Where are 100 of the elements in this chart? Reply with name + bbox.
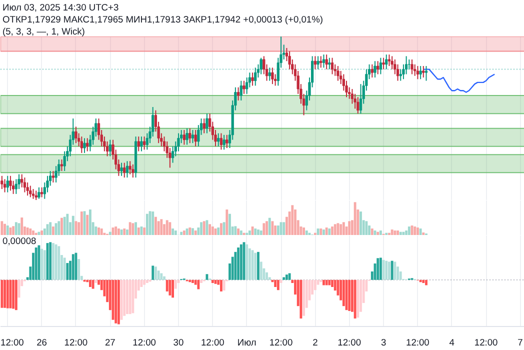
bar — [348, 280, 351, 311]
bar — [220, 223, 222, 235]
candlestick — [220, 132, 223, 150]
x-tick-label: 4 — [449, 338, 454, 348]
candlestick — [182, 129, 186, 146]
bar — [132, 280, 134, 314]
bar — [248, 248, 251, 280]
bar — [114, 280, 118, 324]
bar — [394, 262, 396, 280]
x-tick-label: 12:00 — [0, 338, 24, 348]
candlestick — [350, 88, 354, 104]
bar — [172, 280, 174, 298]
bar — [88, 280, 92, 287]
candlestick — [399, 68, 402, 82]
candlestick — [359, 84, 362, 114]
x-tick-label: 2 — [312, 338, 318, 348]
candlestick — [419, 66, 422, 80]
bar — [314, 280, 316, 290]
candlestick — [410, 58, 414, 75]
bar — [160, 219, 163, 235]
bar — [266, 221, 268, 235]
bar — [38, 232, 40, 235]
bar — [274, 280, 277, 287]
bar — [172, 228, 174, 235]
bar — [26, 228, 29, 235]
bar — [6, 280, 9, 308]
candlestick — [288, 50, 291, 70]
bar — [12, 280, 15, 309]
candlestick — [322, 54, 326, 68]
bar — [143, 228, 146, 235]
candlestick — [240, 80, 242, 101]
candlestick — [242, 80, 246, 94]
bar — [282, 222, 286, 235]
bar — [208, 224, 212, 235]
bar — [194, 280, 197, 285]
x-tick-label: 12:00 — [474, 338, 498, 348]
bar — [320, 280, 322, 282]
bar — [58, 246, 60, 280]
bar — [322, 280, 325, 286]
candlestick — [106, 140, 109, 157]
bar — [194, 230, 197, 235]
bar — [370, 228, 374, 235]
bar — [325, 228, 328, 235]
bar — [354, 280, 356, 319]
bar — [257, 252, 260, 280]
x-tick-label: 12:00 — [406, 338, 430, 348]
bar — [52, 226, 54, 235]
x-tick-label: 12:00 — [338, 338, 362, 348]
bar — [285, 274, 288, 280]
bar — [80, 212, 83, 235]
bar — [20, 218, 24, 235]
bar — [291, 205, 294, 235]
bar — [152, 212, 154, 235]
bar — [419, 280, 422, 282]
bar — [143, 280, 146, 285]
bar — [234, 226, 237, 235]
candlestick — [29, 185, 32, 198]
bar — [320, 228, 322, 235]
candlestick — [254, 67, 257, 86]
candlestick — [0, 175, 4, 190]
candlestick — [271, 67, 274, 85]
bar — [376, 232, 380, 235]
candlestick — [414, 64, 416, 76]
bar — [226, 210, 228, 235]
candlestick — [382, 57, 385, 70]
x-tick-label: 12:00 — [269, 338, 293, 348]
candlestick — [177, 132, 180, 152]
bar — [376, 258, 380, 280]
candlestick — [3, 178, 6, 193]
candlestick — [251, 72, 254, 86]
bar — [137, 228, 140, 235]
bar — [134, 222, 137, 235]
bar — [72, 216, 74, 235]
bar — [197, 280, 200, 290]
bar — [0, 221, 4, 235]
bar — [188, 280, 192, 282]
bar — [126, 280, 128, 314]
candlestick — [123, 162, 126, 178]
bar — [334, 224, 336, 235]
bar — [132, 223, 134, 235]
bar — [414, 226, 416, 235]
bar — [6, 226, 9, 235]
candlestick — [424, 66, 428, 82]
candlestick — [222, 134, 226, 150]
x-tick-label: 3 — [380, 338, 386, 348]
bar — [123, 280, 126, 316]
bar — [174, 230, 177, 235]
x-tick-label: 27 — [104, 338, 116, 348]
bar — [394, 230, 396, 235]
bar — [154, 266, 157, 280]
bar — [182, 230, 186, 235]
x-tick-label: Июл — [237, 338, 256, 348]
bar — [152, 266, 154, 280]
bar — [234, 252, 237, 280]
bar — [325, 280, 328, 286]
bar — [282, 277, 286, 280]
bar — [416, 228, 419, 235]
bar — [192, 228, 194, 235]
candlestick — [74, 126, 78, 144]
bar — [163, 276, 166, 280]
